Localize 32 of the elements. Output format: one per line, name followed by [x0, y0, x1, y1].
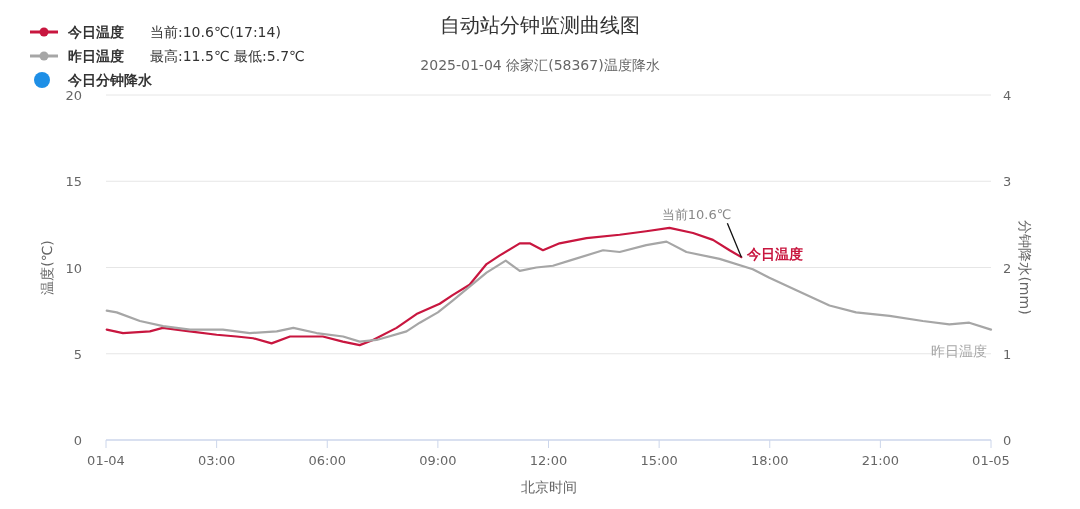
y-tick-label: 10 [65, 260, 82, 276]
text: 今日温度 [747, 246, 804, 263]
y-tick-label: 0 [73, 433, 82, 448]
y-tick-label: 20 [65, 88, 82, 103]
x-tick-label: 21:00 [861, 453, 900, 468]
text: 当前:10.6℃(17:14) [150, 24, 281, 40]
y2-axis-title: 分钟降水(mm) [1017, 220, 1033, 315]
y2-tick-label: 1 [1003, 346, 1012, 362]
x-tick-label: 01-04 [87, 453, 125, 468]
y2-tick-label: 4 [1003, 88, 1012, 103]
text: 昨日温度 [931, 342, 987, 359]
legend-label: 今日分钟降水 [67, 72, 153, 88]
x-tick-label: 06:00 [308, 453, 346, 468]
x-tick-label: 18:00 [751, 453, 789, 468]
y2-tick-label: 2 [1003, 260, 1012, 276]
chart-title: 自动站分钟监测曲线图 [440, 13, 640, 37]
legend-label: 昨日温度 [68, 48, 124, 64]
legend-label: 今日温度 [67, 24, 124, 40]
y2-tick-label: 0 [1003, 433, 1012, 448]
x-tick-label: 03:00 [197, 453, 236, 468]
y-axis-title: 温度(℃) [39, 240, 55, 295]
y2-tick-label: 3 [1003, 174, 1012, 190]
x-tick-label: 01-05 [972, 453, 1010, 468]
chart-subtitle: 2025-01-04 徐家汇(58367)温度降水 [420, 57, 660, 73]
x-tick-label: 15:00 [640, 453, 678, 468]
text: 最高:11.5℃ 最低:5.7℃ [150, 48, 305, 64]
x-tick-label: 09:00 [419, 453, 457, 468]
annotation: 当前10.6℃ [661, 207, 732, 223]
x-axis-title: 北京时间 [520, 479, 577, 495]
y-tick-label: 5 [73, 346, 82, 362]
y-tick-label: 15 [65, 174, 82, 190]
x-tick-label: 12:00 [529, 453, 568, 468]
